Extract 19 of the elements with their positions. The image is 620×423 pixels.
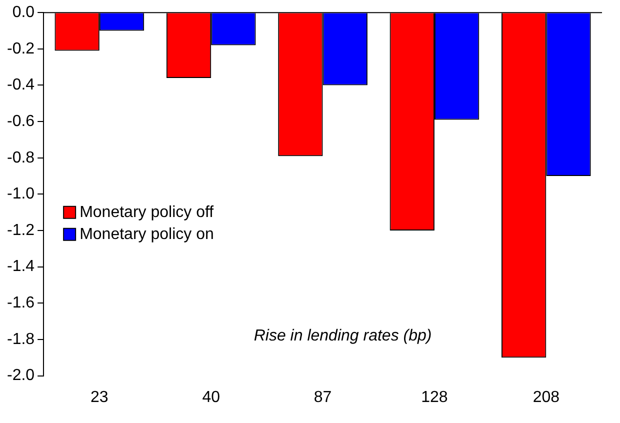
y-tick-label: -0.8: [6, 149, 35, 166]
y-tick-label: -0.6: [6, 112, 35, 130]
y-tick-label: -0.4: [6, 76, 35, 94]
y-tick-label: -1.2: [6, 222, 35, 239]
x-tick-label: 40: [202, 388, 220, 406]
x-tick-label: 87: [314, 388, 332, 406]
y-tick-label: -1.0: [6, 186, 35, 203]
legend-label: Monetary policy off: [80, 204, 214, 221]
y-tick-label: -1.6: [6, 294, 35, 312]
y-tick-label: -1.8: [6, 330, 35, 348]
x-tick-label: 128: [421, 388, 448, 406]
x-tick-label: 23: [90, 388, 108, 406]
y-tick-label: -2.0: [6, 367, 35, 384]
x-tick-label: 208: [532, 388, 560, 406]
x-axis-title: Rise in lending rates (bp): [254, 327, 432, 344]
y-tick-label: -0.2: [6, 40, 35, 58]
y-tick-label: 0.0: [12, 4, 35, 22]
legend-label: Monetary policy on: [80, 226, 214, 243]
y-tick-label: -1.4: [6, 258, 35, 276]
